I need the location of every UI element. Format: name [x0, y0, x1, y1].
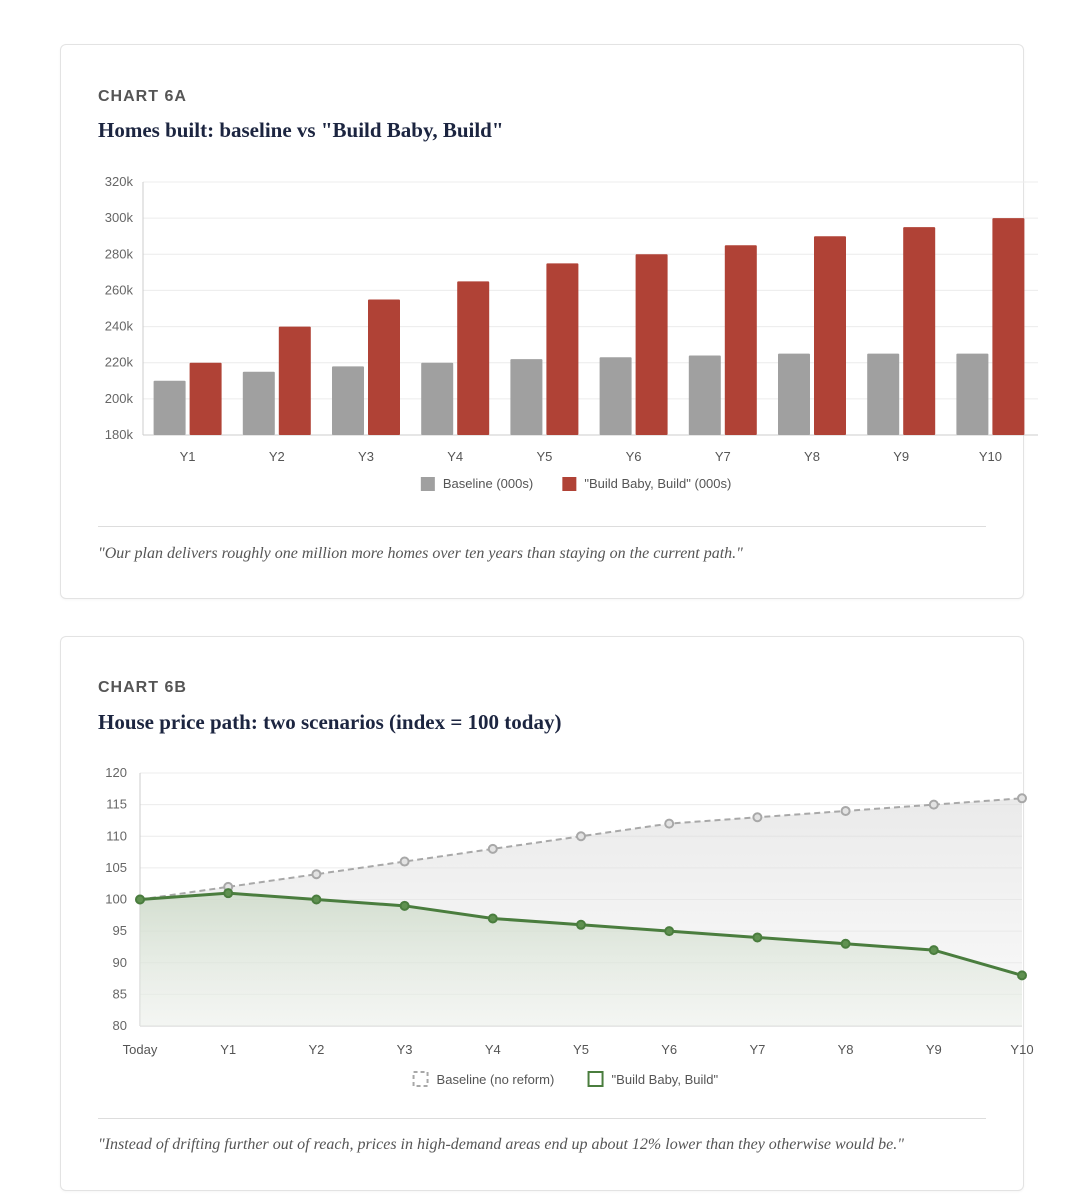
chart-6a-card: CHART 6A Homes built: baseline vs "Build…: [60, 44, 1038, 599]
x-tick-label: Y1: [180, 449, 196, 464]
x-tick-label: Y10: [979, 449, 1002, 464]
chart-6a-title: Homes built: baseline vs "Build Baby, Bu…: [98, 118, 504, 142]
y-tick-label: 180k: [105, 427, 134, 442]
data-point-baseline: [840, 805, 851, 816]
data-point-baseline: [576, 831, 586, 842]
y-tick-label: 100: [105, 892, 127, 907]
x-tick-label: Y9: [893, 449, 909, 464]
x-tick-label: Today: [123, 1042, 158, 1057]
x-tick-label: Y1: [220, 1042, 236, 1057]
x-tick-label: Y5: [536, 449, 552, 464]
y-tick-label: 95: [113, 923, 127, 938]
y-tick-label: 120: [105, 765, 127, 780]
bar-build-baby-build: [724, 245, 757, 435]
chart-6a-divider: [98, 526, 986, 527]
y-tick-label: 320k: [105, 174, 134, 189]
x-tick-label: Y5: [573, 1042, 589, 1057]
y-tick-label: 105: [105, 860, 127, 875]
bar-baseline: [510, 359, 543, 435]
legend-label-build-baby-build: "Build Baby, Build" (000s): [584, 476, 731, 491]
data-point-build-baby-build: [752, 932, 763, 943]
x-tick-label: Y7: [749, 1042, 765, 1057]
y-tick-label: 90: [113, 955, 127, 970]
bar-baseline: [153, 380, 186, 435]
bar-build-baby-build: [903, 227, 936, 435]
data-point-build-baby-build: [576, 919, 586, 930]
data-point-baseline: [311, 869, 322, 880]
x-tick-label: Y4: [485, 1042, 501, 1057]
legend-label-build-baby-build: "Build Baby, Build": [612, 1072, 719, 1087]
data-point-build-baby-build: [664, 926, 675, 937]
data-point-baseline: [1017, 793, 1027, 804]
x-tick-label: Y6: [626, 449, 642, 464]
data-point-baseline: [928, 799, 939, 810]
data-point-baseline: [752, 812, 763, 823]
data-point-baseline: [664, 818, 675, 829]
bar-build-baby-build: [814, 236, 846, 435]
bar-baseline: [332, 366, 364, 435]
y-tick-label: 260k: [105, 282, 134, 297]
legend-label-baseline: Baseline (000s): [443, 476, 533, 491]
y-tick-label: 280k: [105, 246, 134, 261]
data-point-build-baby-build: [311, 894, 322, 905]
x-tick-label: Y2: [308, 1042, 324, 1057]
y-tick-label: 80: [113, 1018, 127, 1033]
x-tick-label: Y4: [447, 449, 463, 464]
homes-built-bar-chart: 180k 200k 220k 240k 260k 280k 300k 320k Y1 Y2 Y3 Y4…: [105, 174, 1038, 491]
area-fill-build-baby-build: [140, 893, 1022, 1026]
bar-build-baby-build: [278, 326, 311, 435]
x-tick-label: Y8: [838, 1042, 854, 1057]
bar-baseline: [242, 371, 275, 435]
bar-build-baby-build: [635, 254, 668, 435]
legend-swatch-baseline: [420, 477, 435, 491]
data-point-build-baby-build: [399, 900, 410, 911]
bar-baseline: [867, 353, 900, 435]
legend-swatch-baseline: [412, 1071, 429, 1087]
legend-swatch-build-baby-build: [562, 477, 577, 491]
chart-6a-eyebrow: CHART 6A: [98, 88, 187, 105]
house-price-line-chart: 80 85 90 95 100 105 110 115 120 Today Y1 Y2 Y3 Y4 Y5 Y6…: [105, 765, 1034, 1087]
y-tick-label: 110: [106, 828, 127, 843]
y-tick-label: 220k: [105, 355, 134, 370]
data-point-build-baby-build: [1017, 970, 1027, 981]
chart-6b-eyebrow: CHART 6B: [98, 679, 187, 696]
x-tick-label: Y9: [926, 1042, 942, 1057]
x-tick-label: Y6: [661, 1042, 677, 1057]
chart-6b-quote: "Instead of drifting further out of reac…: [98, 1136, 904, 1153]
bar-build-baby-build: [992, 218, 1025, 435]
chart-6b-title: House price path: two scenarios (index =…: [98, 710, 562, 734]
y-tick-label: 85: [113, 986, 127, 1001]
x-tick-label: Y10: [1010, 1042, 1033, 1057]
legend-label-baseline: Baseline (no reform): [437, 1072, 555, 1087]
y-tick-label: 115: [106, 797, 127, 812]
y-tick-label: 300k: [105, 210, 134, 225]
data-point-build-baby-build: [487, 913, 498, 924]
y-tick-label: 200k: [105, 391, 134, 406]
chart-6b-divider: [98, 1118, 986, 1119]
data-point-build-baby-build: [223, 888, 234, 899]
data-point-baseline: [487, 843, 498, 854]
x-tick-label: Y2: [269, 449, 285, 464]
data-point-build-baby-build: [928, 945, 939, 956]
bar-baseline: [778, 353, 810, 435]
x-tick-label: Y3: [358, 449, 374, 464]
x-tick-label: Y7: [715, 449, 731, 464]
data-point-build-baby-build: [840, 938, 851, 949]
bar-build-baby-build: [546, 263, 579, 435]
chart-6b-card: CHART 6B House price path: two scenarios…: [60, 636, 1034, 1191]
legend-swatch-build-baby-build: [587, 1071, 604, 1087]
data-point-build-baby-build: [135, 894, 145, 905]
bar-build-baby-build: [457, 281, 490, 435]
bar-build-baby-build: [189, 362, 222, 435]
bar-baseline: [956, 353, 989, 435]
bar-build-baby-build: [368, 299, 400, 435]
x-tick-label: Y3: [397, 1042, 413, 1057]
y-tick-label: 240k: [105, 319, 134, 334]
bar-baseline: [599, 357, 632, 435]
bar-baseline: [688, 355, 721, 435]
chart-6a-quote: "Our plan delivers roughly one million m…: [98, 545, 743, 562]
bar-baseline: [421, 362, 454, 435]
data-point-baseline: [399, 856, 410, 867]
x-tick-label: Y8: [804, 449, 820, 464]
